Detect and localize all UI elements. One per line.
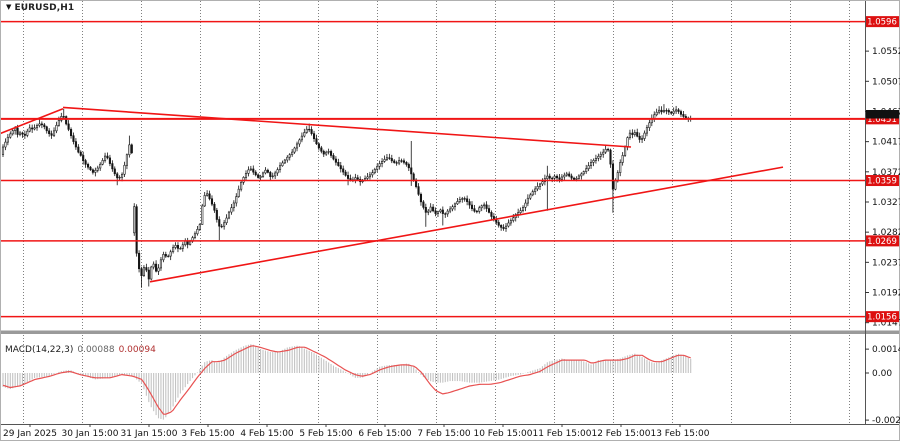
time-tick-label: 13 Feb 15:00 (650, 429, 709, 439)
price-level-badge-label: 1.0451 (867, 115, 897, 125)
price-level-badge (866, 175, 899, 187)
price-tick-label: 1.0372 (872, 168, 900, 178)
last-price-marker (866, 110, 899, 119)
time-tick-label: 4 Feb 15:00 (240, 429, 294, 439)
price-tick-label: 1.0147 (872, 319, 900, 329)
trendline-ascending-left[interactable] (0, 108, 64, 135)
time-tick-label: 12 Feb 15:00 (591, 429, 650, 439)
price-tick-label: 1.0327 (872, 198, 900, 208)
price-tick-label: 1.0192 (872, 289, 900, 299)
time-tick-label: 3 Feb 15:00 (181, 429, 235, 439)
time-axis[interactable]: 29 Jan 2025 30 Jan 15:00 31 Jan 15:00 3 Feb… (3, 424, 710, 439)
time-tick-label: 29 Jan 2025 (3, 429, 57, 439)
price-tick-label: 1.0282 (872, 228, 900, 238)
price-level-badge-label: 1.0596 (867, 18, 897, 28)
macd-tick-label: 0.00 (872, 369, 892, 379)
day-gridlines (23, 1, 850, 423)
price-level-badge (866, 235, 899, 247)
macd-tick-label: 0.00148 (872, 345, 900, 355)
time-tick-label: 7 Feb 15:00 (417, 429, 471, 439)
candlesticks (1, 104, 692, 288)
time-tick-label: 31 Jan 15:00 (121, 429, 178, 439)
macd-signal-line (2, 345, 691, 415)
price-tick-label: 1.0237 (872, 258, 900, 268)
price-level-badge (866, 311, 899, 323)
price-level-badge-label: 1.0359 (867, 177, 897, 187)
price-level-badge-label: 1.0156 (867, 313, 897, 323)
horizontal-levels[interactable] (0, 20, 865, 318)
macd-histogram (2, 344, 692, 420)
time-tick-label: 11 Feb 15:00 (532, 429, 591, 439)
time-tick-label: 30 Jan 15:00 (62, 429, 119, 439)
price-tick-label: 1.0552 (872, 47, 900, 57)
trendline-ascending-long[interactable] (149, 166, 784, 283)
price-tick-label: 1.0507 (872, 77, 900, 87)
price-level-badge-label: 1.0269 (867, 237, 897, 247)
macd-tick-label: -0.00292 (872, 416, 900, 426)
time-tick-label: 5 Feb 15:00 (299, 429, 353, 439)
time-tick-label: 10 Feb 15:00 (473, 429, 532, 439)
time-tick-label: 6 Feb 15:00 (358, 429, 412, 439)
trendline-descending-main[interactable] (62, 106, 632, 148)
price-level-badge (866, 113, 899, 125)
price-tick-label: 1.0417 (872, 138, 900, 148)
pane-separator[interactable] (0, 330, 900, 335)
price-level-badge (866, 16, 899, 28)
